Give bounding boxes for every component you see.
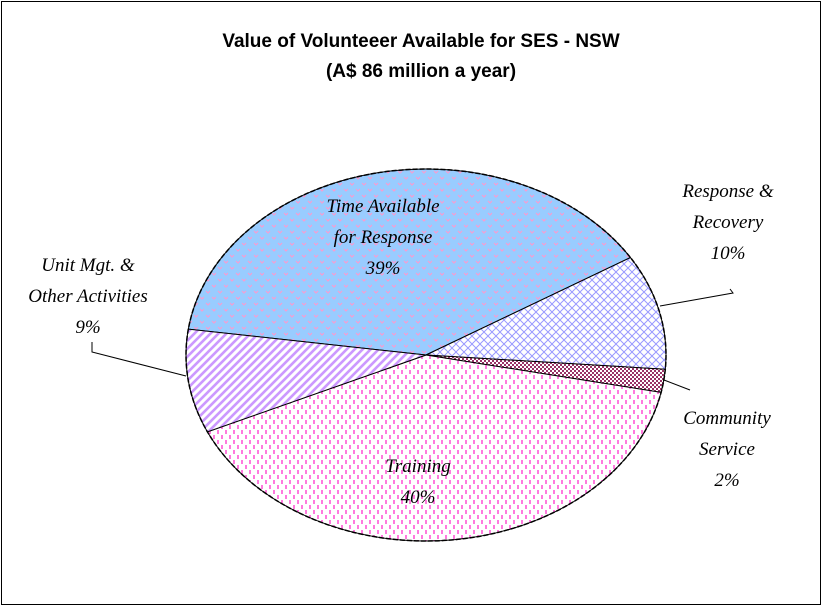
chart-subtitle: (A$ 86 million a year) <box>326 61 516 82</box>
slice-value-label: 9% <box>75 317 100 338</box>
slice-label: Time Available for Response <box>326 196 439 248</box>
slice-label: Response & Recovery <box>681 181 774 233</box>
slice-value-label: 40% <box>401 487 436 508</box>
leader-line <box>663 379 691 391</box>
slice-label: Unit Mgt. & Other Activities <box>28 255 147 307</box>
leader-line <box>659 288 734 307</box>
slice-label: Training <box>385 456 450 477</box>
pie-outline <box>185 168 667 542</box>
chart-title: Value of Volunteeer Available for SES - … <box>222 31 619 52</box>
leader-line <box>91 342 187 377</box>
slice-value-label: 39% <box>365 258 401 279</box>
slice-label: Community Service <box>683 408 771 460</box>
slice-value-label: 10% <box>711 243 746 264</box>
slice-value-label: 2% <box>714 470 739 491</box>
